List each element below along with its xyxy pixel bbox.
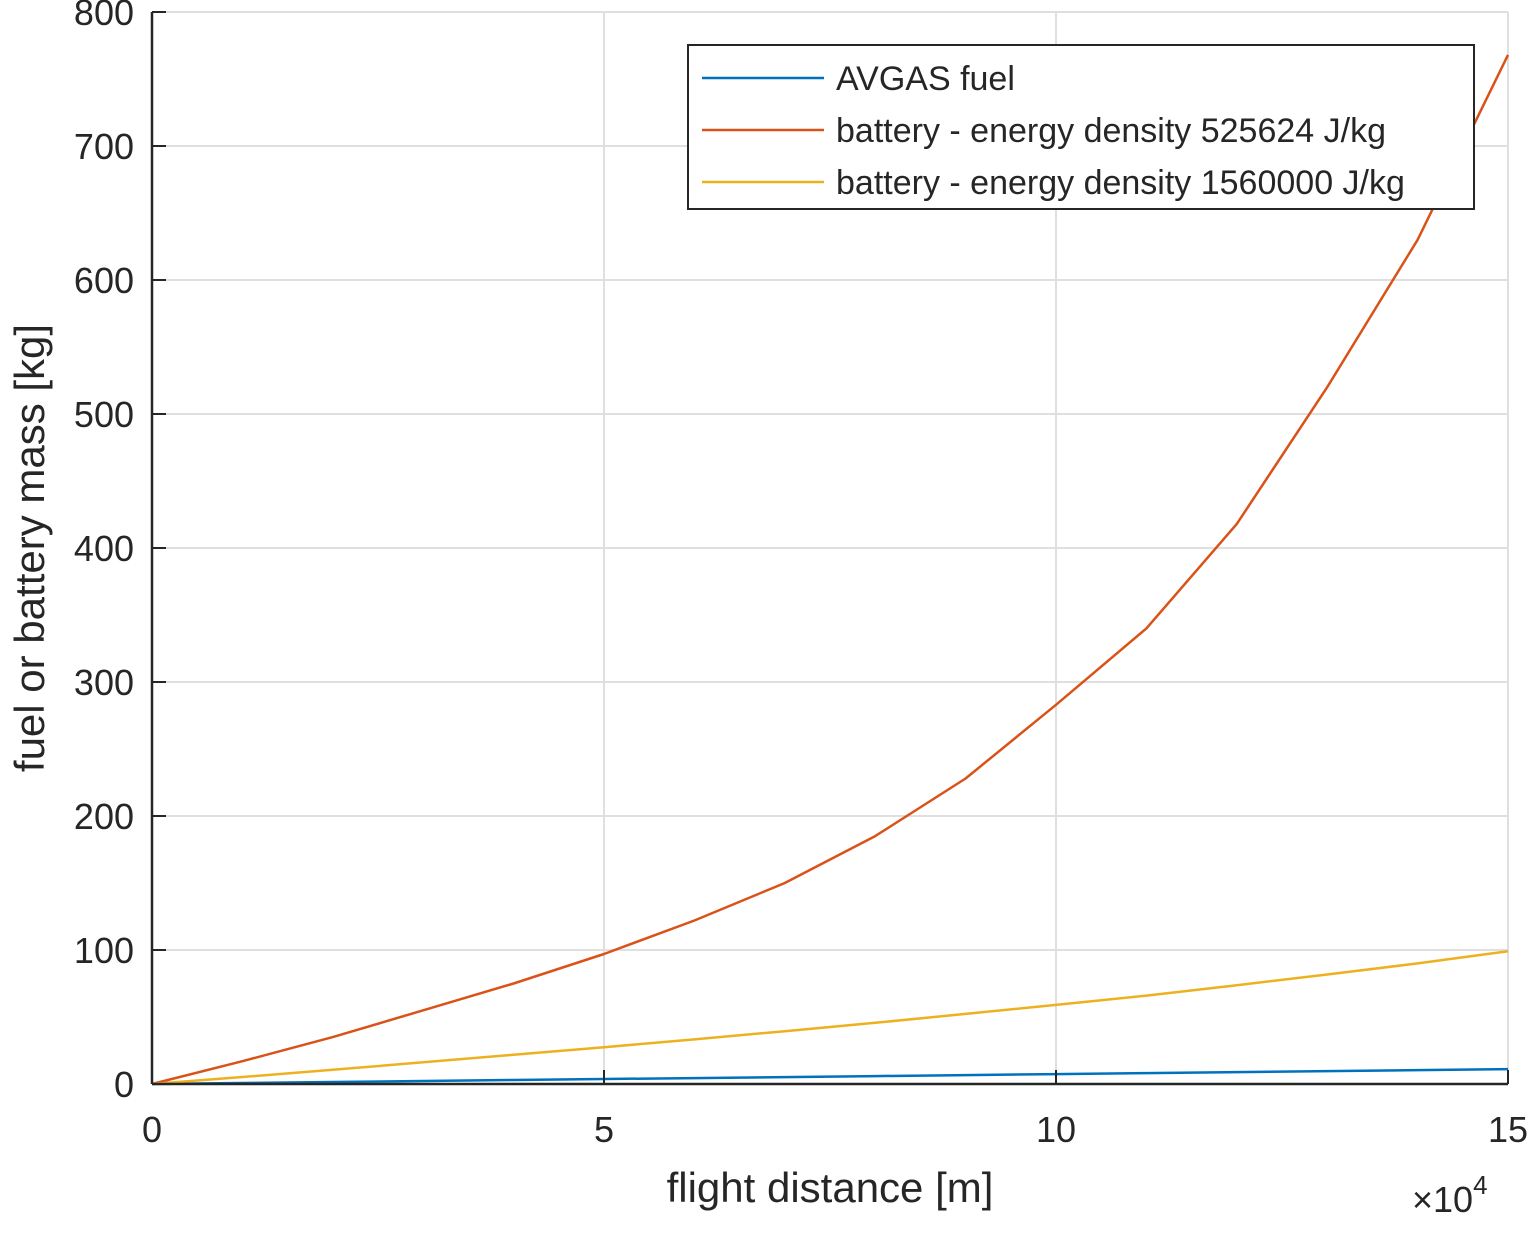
y-axis-title: fuel or battery mass [kg] bbox=[6, 324, 53, 772]
series-lines bbox=[151, 54, 1510, 1086]
legend-label-1: AVGAS fuel bbox=[836, 60, 1015, 98]
y-tick-label: 600 bbox=[74, 260, 134, 301]
y-tick-label: 700 bbox=[74, 126, 134, 167]
x-tick-label: 15 bbox=[1488, 1109, 1528, 1150]
y-tick-label: 0 bbox=[114, 1064, 134, 1105]
y-tick-label: 500 bbox=[74, 394, 134, 435]
legend: AVGAS fuel battery - energy density 52562… bbox=[687, 44, 1475, 210]
series-line-1 bbox=[151, 1067, 1509, 1086]
axes bbox=[150, 11, 1509, 1086]
series-line-2 bbox=[151, 54, 1510, 1086]
y-tick-label: 200 bbox=[74, 796, 134, 837]
x-tick-label: 0 bbox=[142, 1109, 162, 1150]
x-axis-exponent: ×104 bbox=[1412, 1170, 1488, 1220]
tick-labels: 0 5 10 15 0 100 200 300 400 500 600 700 800 bbox=[74, 0, 1528, 1150]
series-line-3 bbox=[151, 950, 1509, 1086]
y-tick-label: 300 bbox=[74, 662, 134, 703]
x-axis-title: flight distance [m] bbox=[667, 1164, 994, 1211]
y-tick-label: 400 bbox=[74, 528, 134, 569]
x-tick-label: 5 bbox=[594, 1109, 614, 1150]
y-tick-label: 800 bbox=[74, 0, 134, 33]
legend-label-3: battery - energy density 1560000 J/kg bbox=[836, 164, 1405, 202]
y-tick-label: 100 bbox=[74, 930, 134, 971]
legend-label-2: battery - energy density 525624 J/kg bbox=[836, 112, 1386, 150]
x-tick-label: 10 bbox=[1036, 1109, 1076, 1150]
x-exponent-base: ×10 bbox=[1412, 1179, 1473, 1220]
x-exponent-power: 4 bbox=[1473, 1170, 1487, 1200]
